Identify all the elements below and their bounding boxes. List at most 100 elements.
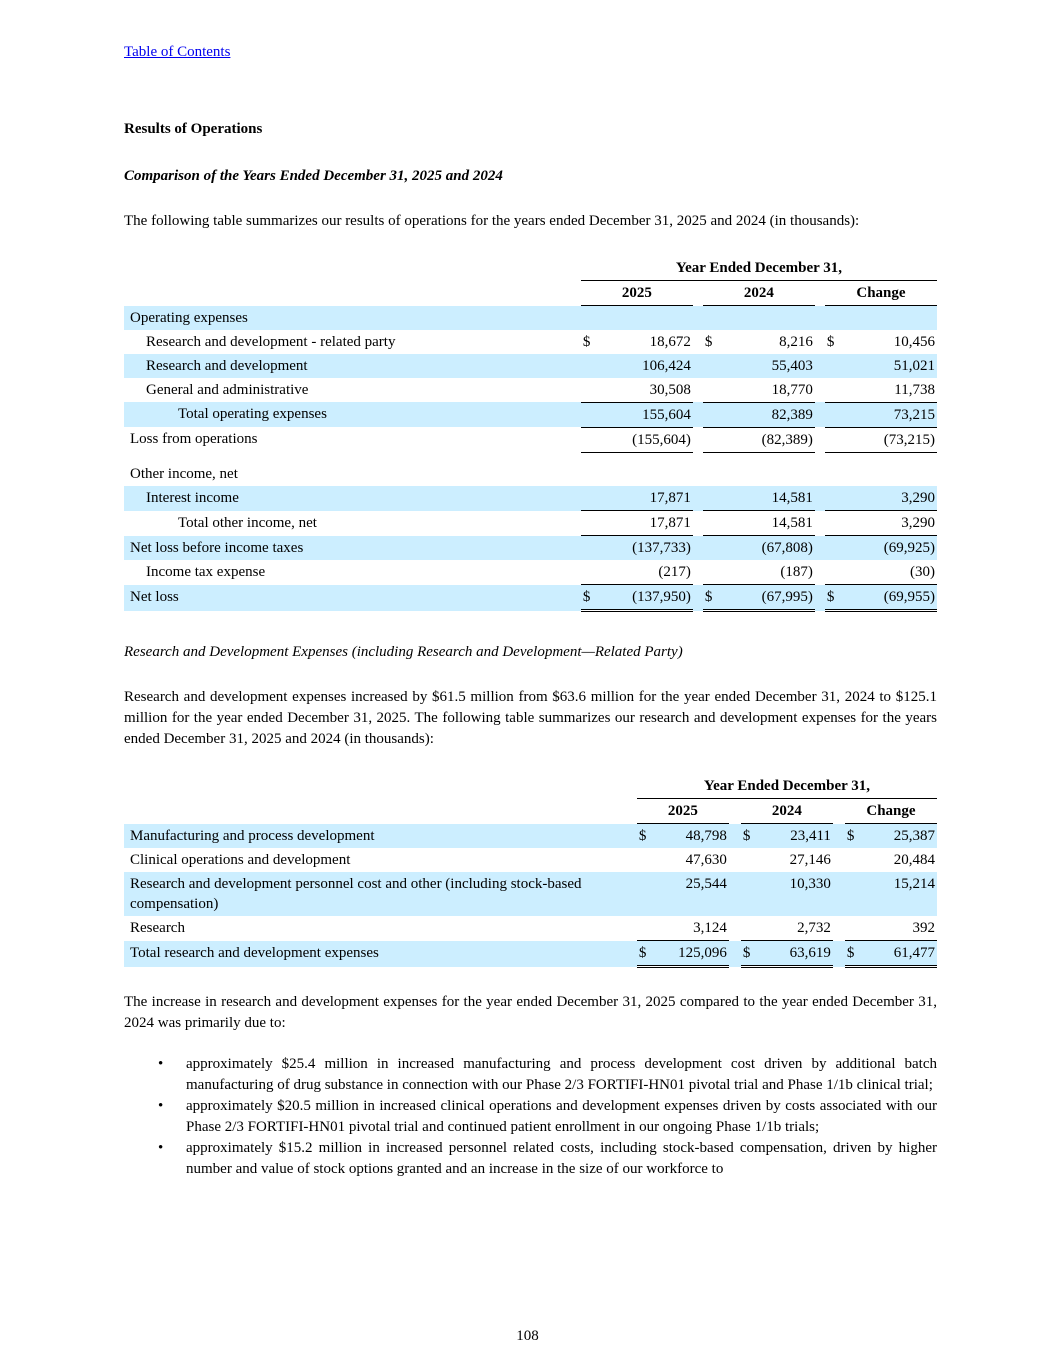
currency-symbol-cell: [703, 560, 723, 585]
gap-cell: [832, 940, 845, 967]
results-of-operations-table: Year Ended December 31, 2025 2024 Change Ope…: [124, 256, 937, 612]
rd-expenses-heading: Research and Development Expenses (inclu…: [124, 644, 683, 660]
currency-symbol-cell: $: [824, 584, 845, 612]
amount-cell: (137,733): [600, 535, 693, 560]
amount-cell: 3,124: [693, 920, 727, 936]
amount-cell: (137,950): [600, 584, 693, 612]
amount-cell: 25,387: [864, 823, 937, 848]
rd-summary-paragraph: Research and development expenses increa…: [124, 689, 937, 747]
amount-cell: 18,672: [649, 333, 691, 350]
amount-cell: 3,290: [844, 486, 937, 511]
column-header-cell: Change: [824, 280, 937, 306]
currency-symbol-cell: $: [636, 940, 657, 968]
currency-symbol-cell: [825, 378, 845, 403]
currency-symbol-cell: [580, 401, 601, 427]
amount-cell: 11,738: [894, 381, 935, 398]
header-label-spacer-cell: [124, 281, 581, 306]
gap-cell: [815, 560, 825, 585]
column-header-cell: 2024: [740, 798, 833, 824]
gap-cell: [814, 535, 825, 560]
gap-cell: [833, 848, 845, 872]
currency-symbol-cell: [824, 426, 845, 453]
gap-cell: [832, 872, 845, 916]
currency-symbol-cell: $: [704, 333, 713, 350]
bullet-icon: •: [158, 1098, 164, 1114]
amount-cell: (30): [910, 564, 935, 580]
gap-cell: [729, 916, 741, 941]
gap-cell: [833, 916, 845, 941]
gap-cell: [832, 823, 845, 848]
gap-cell: [692, 486, 703, 511]
row-label: Clinical operations and development: [130, 852, 351, 868]
gap-cell: [815, 281, 825, 306]
currency-symbol-cell: $: [702, 584, 723, 612]
gap-cell: [814, 353, 825, 378]
currency-symbol-cell: $: [582, 333, 591, 350]
gap-cell: [815, 378, 825, 403]
row-label: Research: [130, 920, 185, 936]
increase-intro-paragraph: The increase in research and development…: [124, 994, 937, 1031]
header-label-spacer-cell: [124, 799, 637, 824]
currency-symbol-cell: $: [636, 823, 657, 848]
amount-cell: 20,484: [893, 852, 935, 868]
column-header-cell: Change: [844, 798, 937, 824]
header-label-spacer-cell: [124, 774, 637, 799]
amount-cell: 14,581: [722, 510, 815, 536]
currency-symbol-cell: [741, 916, 761, 941]
intro-paragraph: The following table summarizes our resul…: [124, 213, 860, 229]
column-header-cell: 2024: [702, 280, 815, 306]
amount-cell: 82,389: [722, 401, 815, 427]
empty-values-cell: [581, 462, 937, 486]
gap-cell: [814, 584, 825, 611]
currency-symbol-cell: [740, 872, 761, 916]
row-label: Total other income, net: [178, 514, 317, 531]
gap-cell: [814, 402, 825, 427]
table-of-contents-link[interactable]: Table of Contents: [124, 44, 231, 60]
currency-symbol-cell: [581, 378, 601, 403]
row-label: Net loss: [124, 584, 581, 611]
table-row: Clinical operations and development 47,63…: [124, 848, 937, 872]
results-of-operations-heading: Results of Operations: [124, 121, 263, 137]
table-column-header-row: 2025 2024 Change: [124, 798, 937, 824]
gap-cell: [692, 584, 703, 611]
currency-symbol-cell: [702, 510, 723, 536]
gap-cell: [692, 353, 703, 378]
amount-cell: (155,604): [600, 426, 693, 453]
row-label: Operating expenses: [124, 305, 581, 330]
bullet-text: approximately $25.4 million in increased…: [186, 1056, 937, 1093]
bullet-item: • approximately $25.4 million in increase…: [124, 1054, 937, 1096]
currency-symbol-cell: [580, 510, 601, 536]
bullet-text: approximately $20.5 million in increased…: [186, 1098, 937, 1135]
currency-symbol-cell: $: [740, 940, 761, 968]
table-row: Income tax expense (217) (187) (30): [124, 560, 937, 585]
currency-symbol-cell: [580, 535, 601, 560]
page-number: 108: [516, 1328, 539, 1344]
currency-symbol-cell: [702, 535, 723, 560]
currency-symbol-cell: $: [740, 823, 761, 848]
table-row: Total operating expenses 155,604 82,389 73,…: [124, 401, 937, 427]
currency-symbol-cell: [845, 916, 865, 941]
currency-symbol-cell: [637, 916, 657, 941]
amount-cell: (69,955): [844, 584, 937, 612]
currency-symbol-cell: [844, 872, 865, 916]
currency-symbol-cell: [703, 378, 723, 403]
amount-cell: 18,770: [771, 381, 813, 398]
row-label: Total operating expenses: [124, 402, 581, 427]
amount-cell: 48,798: [656, 823, 729, 848]
currency-symbol-cell: [580, 426, 601, 453]
amount-cell: 3,290: [844, 510, 937, 536]
row-label: General and administrative: [146, 381, 309, 398]
table-row: Loss from operations (155,604) (82,389) (73…: [124, 426, 937, 453]
gap-cell: [693, 560, 703, 585]
gap-cell: [833, 799, 845, 824]
rd-expenses-table: Year Ended December 31, 2025 2024 Change Man…: [124, 774, 937, 968]
gap-cell: [729, 848, 741, 872]
column-header-cell: 2025: [636, 798, 729, 824]
currency-symbol-cell: $: [844, 940, 865, 968]
currency-symbol-cell: [824, 535, 845, 560]
amount-cell: 392: [912, 920, 936, 936]
row-label: Interest income: [124, 486, 581, 511]
amount-cell: (217): [658, 564, 691, 580]
row-label: Loss from operations: [130, 431, 258, 447]
